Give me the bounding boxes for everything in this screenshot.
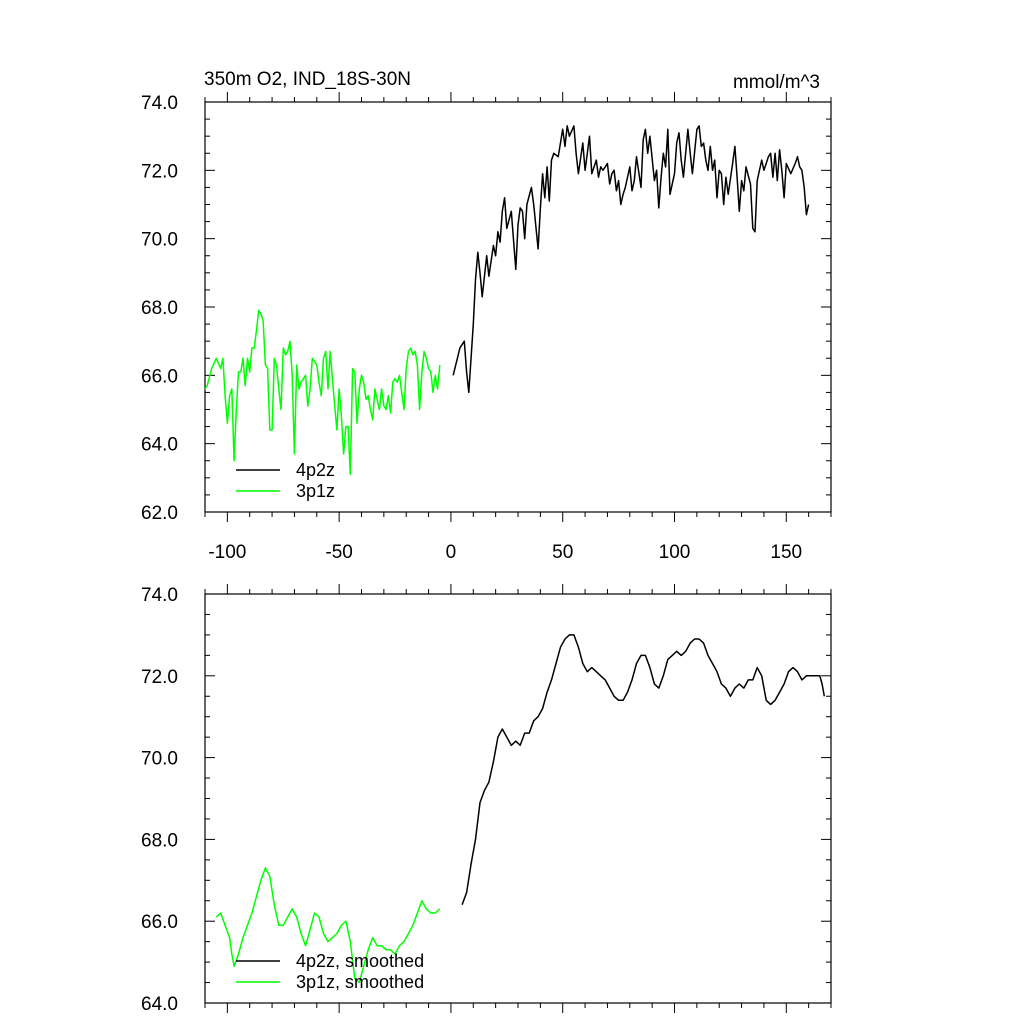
- units-label: mmol/m^3: [733, 72, 820, 93]
- y-tick-label: 74.0: [141, 93, 178, 114]
- y-tick-label: 70.0: [141, 749, 178, 770]
- y-tick-label: 70.0: [141, 230, 178, 251]
- x-tick-label: 50: [552, 542, 573, 563]
- series-line-4p2z: [452, 125, 810, 394]
- y-tick-label: 64.0: [141, 435, 178, 456]
- series-line-3p1z-smoothed: [215, 867, 441, 984]
- y-tick-label: 66.0: [141, 912, 178, 933]
- y-tick-label: 68.0: [141, 298, 178, 319]
- x-tick-label: -100: [208, 542, 246, 563]
- x-tick-label: 150: [770, 542, 802, 563]
- legend-label: 4p2z: [296, 460, 335, 480]
- legend-label: 3p1z, smoothed: [296, 972, 424, 992]
- y-tick-label: 64.0: [141, 994, 178, 1015]
- series-line-4p2z-smoothed: [461, 634, 826, 906]
- y-tick-label: 72.0: [141, 161, 178, 182]
- x-tick-label: -50: [325, 542, 352, 563]
- plot-frame-2: [204, 593, 832, 1004]
- x-tick-label: 100: [659, 542, 691, 563]
- y-tick-label: 68.0: [141, 830, 178, 851]
- y-tick-label: 74.0: [141, 585, 178, 606]
- y-tick-label: 72.0: [141, 667, 178, 688]
- legend-label: 3p1z: [296, 481, 335, 501]
- x-tick-label: 0: [446, 542, 457, 563]
- y-tick-label: 66.0: [141, 366, 178, 387]
- series-line-3p1z: [204, 309, 441, 476]
- legend-label: 4p2z, smoothed: [296, 951, 424, 971]
- plot-frame-1: [204, 101, 832, 513]
- chart-title: 350m O2, IND_18S-30N: [204, 69, 411, 90]
- y-tick-label: 62.0: [141, 503, 178, 524]
